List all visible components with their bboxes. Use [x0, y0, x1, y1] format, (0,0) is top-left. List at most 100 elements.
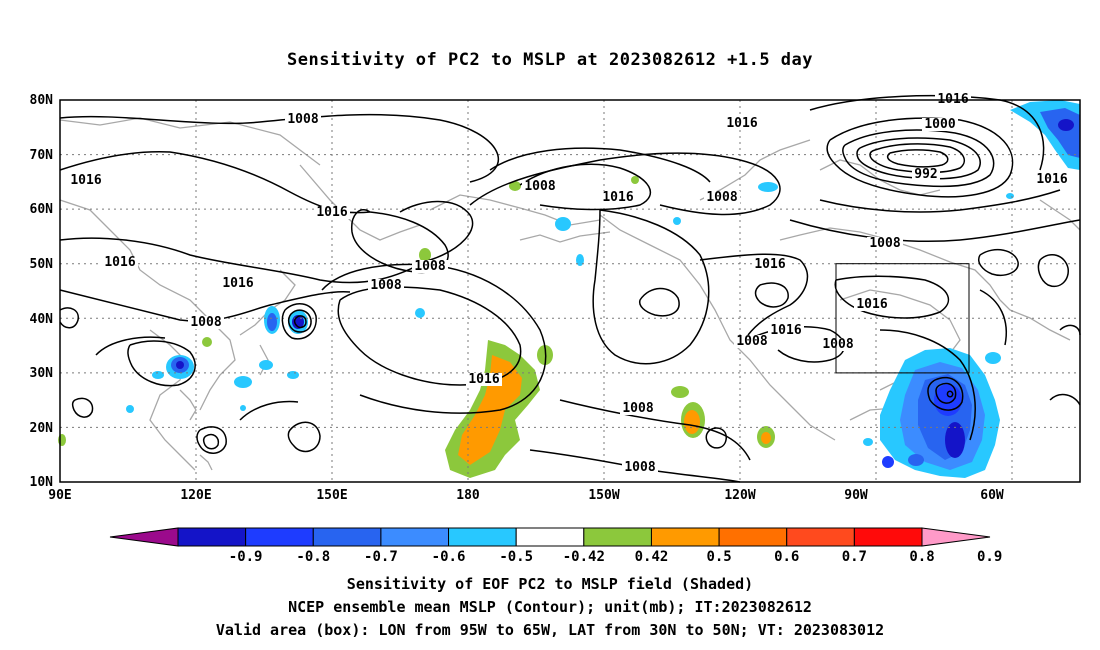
- colorbar-lower-extend: [109, 527, 179, 547]
- contour-label-bg: [1034, 173, 1070, 186]
- colorbar-tick-label: 0.7: [842, 549, 867, 565]
- lon-label-180: 180: [456, 488, 480, 503]
- contour-label-bg: [922, 118, 958, 131]
- colorbar-upper-extend: [921, 527, 991, 547]
- lon-label-120e: 120E: [180, 488, 211, 503]
- mslp-contours: [59, 94, 1081, 483]
- contour-label: 1008: [706, 190, 737, 205]
- contour-label-bg: [466, 373, 502, 386]
- lat-label-50n: 50N: [30, 257, 54, 272]
- contour-label: 1008: [287, 112, 318, 127]
- contour-label-bg: [724, 117, 760, 130]
- longitude-labels: 90E 120E 150E 180 150W 120W 90W 60W: [48, 488, 1004, 503]
- footer-line-shaded: Sensitivity of EOF PC2 to MSLP field (Sh…: [346, 575, 754, 593]
- contour-label: 1008: [524, 179, 555, 194]
- colorbar-tick-label: -0.5: [499, 549, 533, 565]
- contour-label: 1008: [736, 334, 767, 349]
- lat-label-20n: 20N: [30, 421, 54, 436]
- latitude-labels: 80N 70N 60N 50N 40N 30N 20N 10N: [30, 93, 54, 490]
- lat-label-70n: 70N: [30, 148, 54, 163]
- colorbar-swatch: [448, 527, 517, 547]
- lon-label-90w: 90W: [844, 488, 868, 503]
- contour-label-bg: [620, 402, 656, 415]
- lon-label-90e: 90E: [48, 488, 71, 503]
- lon-label-60w: 60W: [980, 488, 1004, 503]
- colorbar-tick-label: 0.5: [706, 549, 731, 565]
- contour-label-bg: [412, 260, 448, 273]
- colorbar-tick-label: -0.42: [563, 549, 605, 565]
- lat-label-10n: 10N: [30, 475, 54, 490]
- contour-label-bg: [704, 191, 740, 204]
- contour-label: 1016: [222, 276, 253, 291]
- contour-label: 1000: [924, 117, 955, 132]
- colorbar: -0.9 -0.8 -0.7 -0.6 -0.5 -0.42 0.42 0.5 0.6 0.7 0.…: [109, 527, 1002, 565]
- colorbar-swatch: [650, 527, 720, 547]
- contour-label: 1008: [190, 315, 221, 330]
- lon-label-120w: 120W: [724, 488, 755, 503]
- footer-line-contour: NCEP ensemble mean MSLP (Contour); unit(…: [288, 598, 812, 616]
- contour-label: 1016: [104, 255, 135, 270]
- lon-label-150e: 150E: [316, 488, 347, 503]
- contour-label: 1008: [869, 236, 900, 251]
- colorbar-tick-label: -0.6: [432, 549, 466, 565]
- colorbar-tick-label: 0.42: [635, 549, 669, 565]
- contour-label-bg: [188, 316, 224, 329]
- contour-label: 1016: [70, 173, 101, 188]
- plot-area: 1008101610161016100810161008100810081016…: [58, 92, 1081, 483]
- map-title: Sensitivity of PC2 to MSLP at 2023082612…: [286, 50, 813, 70]
- contour-label-bg: [912, 168, 940, 181]
- contour-label: 1016: [770, 323, 801, 338]
- contour-label: 1016: [1036, 172, 1067, 187]
- contour-label-bg: [102, 256, 138, 269]
- contour-label-bg: [752, 258, 788, 271]
- contour-label: 1008: [622, 401, 653, 416]
- contour-label: 1008: [822, 337, 853, 352]
- contour-label-bg: [768, 324, 804, 337]
- contour-label-bg: [600, 191, 636, 204]
- contour-label-bg: [622, 461, 658, 474]
- colorbar-tick-label: -0.7: [364, 549, 398, 565]
- contour-label: 1016: [316, 205, 347, 220]
- contour-label-bg: [522, 180, 558, 193]
- lon-label-150w: 150W: [588, 488, 619, 503]
- contour-label-bg: [734, 335, 770, 348]
- contour-label-bg: [854, 298, 890, 311]
- colorbar-swatch: [515, 527, 585, 547]
- colorbar-swatch: [177, 527, 247, 547]
- contour-label: 1016: [468, 372, 499, 387]
- lat-label-40n: 40N: [30, 312, 54, 327]
- contour-label: 1016: [754, 257, 785, 272]
- contour-label-bg: [285, 113, 321, 126]
- colorbar-tick-label: 0.9: [977, 549, 1002, 565]
- lat-label-60n: 60N: [30, 202, 54, 217]
- contour-label: 1016: [602, 190, 633, 205]
- contour-labels: 1008101610161016100810161008100810081016…: [68, 92, 1070, 475]
- contour-label-bg: [368, 279, 404, 292]
- colorbar-swatch: [786, 527, 855, 547]
- grid-lines: [60, 100, 1080, 482]
- colorbar-tick-label: -0.8: [296, 549, 330, 565]
- contour-label: 1008: [414, 259, 445, 274]
- valid-area-box: [835, 263, 970, 374]
- contour-label-bg: [867, 237, 903, 250]
- footer-line-valid-area: Valid area (box): LON from 95W to 65W, L…: [215, 621, 885, 639]
- contour-label: 1016: [856, 297, 887, 312]
- colorbar-tick-label: -0.9: [229, 549, 263, 565]
- contour-label-bg: [220, 277, 256, 290]
- lat-label-30n: 30N: [30, 366, 54, 381]
- colorbar-swatch: [718, 527, 788, 547]
- colorbar-tick-label: 0.8: [909, 549, 934, 565]
- colorbar-swatch: [853, 527, 923, 547]
- contour-label: 1008: [624, 460, 655, 475]
- contour-label-bg: [314, 206, 350, 219]
- colorbar-tick-label: 0.6: [774, 549, 799, 565]
- colorbar-swatch: [245, 527, 314, 547]
- contour-label: 1016: [726, 116, 757, 131]
- contour-label: 1008: [370, 278, 401, 293]
- colorbar-swatch: [380, 527, 450, 547]
- contour-label-bg: [820, 338, 856, 351]
- colorbar-swatch: [583, 527, 652, 547]
- contour-label: 992: [914, 167, 937, 182]
- lat-label-80n: 80N: [30, 93, 54, 108]
